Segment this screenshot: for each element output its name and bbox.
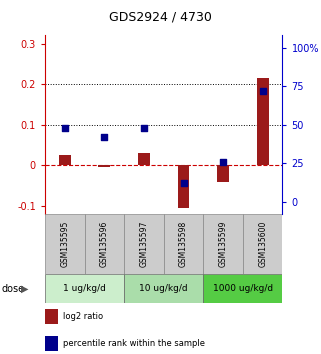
Bar (217, 165, 229, 182)
Point (141, 125, 146, 131)
Bar (45, 309, 58, 324)
Bar (243, 214, 282, 274)
Text: GSM135595: GSM135595 (60, 221, 69, 268)
Text: ▶: ▶ (21, 284, 28, 293)
Bar (45, 214, 84, 274)
Text: GDS2924 / 4730: GDS2924 / 4730 (109, 11, 212, 24)
Bar (164, 214, 203, 274)
Bar (257, 78, 269, 165)
Bar (59, 155, 71, 165)
Text: GSM135596: GSM135596 (100, 221, 109, 268)
Bar (203, 274, 282, 303)
Text: 1000 ug/kg/d: 1000 ug/kg/d (213, 284, 273, 293)
Point (181, 181, 186, 186)
Bar (45, 336, 58, 351)
Bar (124, 274, 203, 303)
Point (221, 159, 226, 165)
Point (260, 88, 265, 94)
Text: percentile rank within the sample: percentile rank within the sample (63, 339, 205, 348)
Bar (124, 214, 164, 274)
Bar (84, 214, 124, 274)
Text: GSM135599: GSM135599 (219, 221, 228, 268)
Text: GSM135600: GSM135600 (258, 221, 267, 268)
Text: GSM135597: GSM135597 (139, 221, 148, 268)
Point (62, 125, 67, 131)
Bar (138, 153, 150, 165)
Bar (178, 165, 189, 208)
Bar (203, 214, 243, 274)
Text: 1 ug/kg/d: 1 ug/kg/d (63, 284, 106, 293)
Text: GSM135598: GSM135598 (179, 221, 188, 267)
Text: dose: dose (2, 284, 25, 293)
Bar (45, 274, 124, 303)
Point (102, 134, 107, 140)
Text: 10 ug/kg/d: 10 ug/kg/d (139, 284, 188, 293)
Bar (99, 165, 110, 167)
Text: log2 ratio: log2 ratio (63, 312, 103, 321)
